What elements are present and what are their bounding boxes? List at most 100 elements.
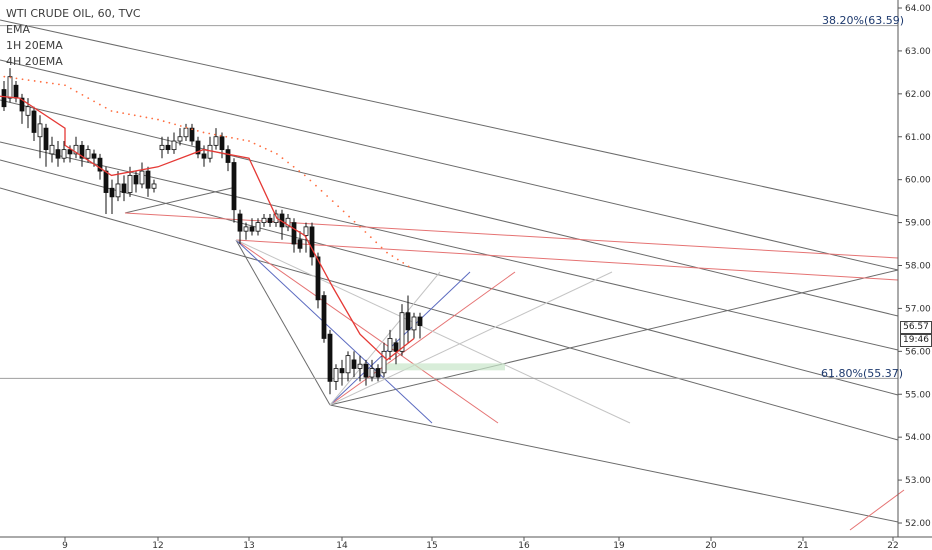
candlesticks <box>1 68 423 395</box>
candle-body <box>165 144 171 151</box>
channel-line <box>235 239 331 406</box>
candle-body <box>139 170 145 185</box>
4h-ema-dot <box>225 135 228 138</box>
y-tick-label: 59.00 <box>905 219 931 229</box>
candle-body <box>171 140 177 151</box>
4h-ema-dot <box>202 131 205 134</box>
channel-line <box>329 269 899 406</box>
channel-line <box>329 404 899 523</box>
legend-1h-ema[interactable]: 1H 20EMA <box>6 39 63 52</box>
red-trend-line <box>124 212 899 259</box>
4h-ema-dot <box>122 112 125 115</box>
x-tick-label: 22 <box>887 541 898 550</box>
4h-ema-dot <box>270 150 273 153</box>
candle-body <box>405 312 411 331</box>
x-tick-label: 16 <box>518 541 530 550</box>
4h-ema-dot <box>110 110 113 112</box>
fan-line <box>329 271 441 406</box>
4h-ema-dot <box>87 97 90 100</box>
candle-body <box>375 368 381 378</box>
4h-ema-dot <box>348 215 350 218</box>
fib-zone <box>385 363 505 371</box>
fib-lower-label: 61.80%(55.37) <box>821 367 904 380</box>
x-tick-label: 13 <box>243 541 254 550</box>
channel-line <box>0 99 899 317</box>
4h-ema-dot <box>219 134 222 137</box>
candle-body <box>369 368 375 378</box>
4h-ema-dot <box>253 142 256 145</box>
countdown-tag: 19:46 <box>900 334 932 347</box>
4h-ema-dot <box>191 128 194 131</box>
candle-body <box>387 338 393 352</box>
channel-line <box>0 187 899 441</box>
4h-ema-dot <box>342 210 345 213</box>
candle-body <box>85 149 91 159</box>
candle-body <box>25 106 31 116</box>
red-trend-line <box>235 239 499 424</box>
4h-ema-dot <box>242 139 245 141</box>
4h-ema-dot <box>93 100 95 103</box>
4h-ema-dot <box>359 225 361 228</box>
y-tick-label: 64.00 <box>905 4 931 14</box>
candle-body <box>363 363 369 378</box>
4h-ema-dot <box>75 90 78 93</box>
4h-ema-dot <box>58 83 60 86</box>
x-tick-label: 14 <box>336 541 348 550</box>
4h-ema-dot <box>45 81 48 84</box>
candle-body <box>195 140 201 155</box>
candle-body <box>189 127 195 142</box>
candle-body <box>55 149 61 159</box>
candle-body <box>79 144 85 159</box>
candle-body <box>201 153 207 159</box>
candle-body <box>249 226 255 232</box>
legend-4h-ema[interactable]: 4H 20EMA <box>6 55 63 68</box>
candle-body <box>243 226 249 232</box>
4h-ema-dot <box>287 161 289 164</box>
4h-ema-dot <box>3 75 6 78</box>
4h-ema-dot <box>98 103 101 106</box>
4h-ema-dot <box>303 174 306 177</box>
4h-ema-dot <box>391 255 394 257</box>
y-tick-label: 54.00 <box>905 433 931 443</box>
red-trend-line <box>329 271 516 406</box>
x-tick-label: 20 <box>705 541 717 550</box>
fan-line <box>235 239 631 424</box>
legend-ema[interactable]: EMA <box>6 23 30 36</box>
4h-ema-dot <box>128 113 130 116</box>
4h-ema-dot <box>375 241 378 244</box>
4h-ema-dot <box>380 246 383 249</box>
4h-ema-dot <box>396 258 399 261</box>
candle-body <box>43 127 49 151</box>
4h-ema-dot <box>407 265 410 268</box>
4h-ema-dot <box>298 170 301 172</box>
candle-body <box>177 136 183 142</box>
channel-line <box>0 19 899 217</box>
4h-ema-dot <box>151 117 154 120</box>
fan-line <box>329 271 613 406</box>
blue-trend-line <box>235 239 433 424</box>
candle-body <box>49 144 55 155</box>
4h-ema-dot <box>145 116 148 119</box>
4h-ema-dot <box>185 126 188 129</box>
4h-ema-dot <box>64 84 66 87</box>
4h-ema-dot <box>248 140 250 142</box>
red-trend-line <box>235 239 899 281</box>
candle-body <box>351 359 357 369</box>
candle-body <box>393 342 399 352</box>
fib-lines <box>0 25 898 379</box>
legend-symbol[interactable]: WTI CRUDE OIL, 60, TVC <box>6 7 141 20</box>
candle-body <box>31 110 37 133</box>
candle-body <box>411 316 417 331</box>
candle-body <box>1 89 7 108</box>
ema-series <box>0 75 415 361</box>
candle-body <box>291 222 297 245</box>
candle-body <box>261 217 267 223</box>
4h-ema-dot <box>133 114 136 117</box>
candle-body <box>267 217 273 223</box>
fib-upper-label: 38.20%(63.59) <box>822 14 905 27</box>
x-tick-label: 9 <box>62 541 68 550</box>
candle-body <box>127 174 133 193</box>
y-tick-label: 62.00 <box>905 90 931 100</box>
